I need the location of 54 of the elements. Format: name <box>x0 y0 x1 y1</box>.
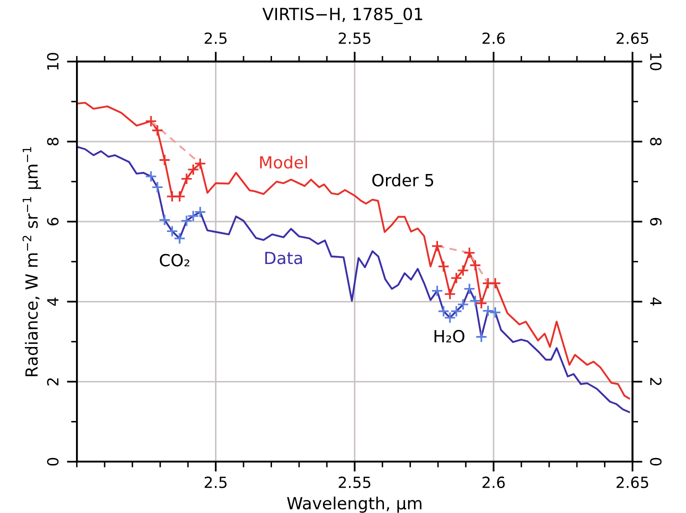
point <box>145 170 157 182</box>
y-tick-label: 10 <box>47 52 59 70</box>
y-tick-label: 0 <box>47 458 59 466</box>
point <box>166 225 178 238</box>
x-tick-label: 2.55 <box>338 476 370 488</box>
y2-tick-label: 0 <box>650 458 662 466</box>
point <box>180 172 193 185</box>
annotation: Order 5 <box>372 174 434 186</box>
y2-tick-label: 4 <box>650 298 662 306</box>
series-label: Data <box>265 252 302 264</box>
point <box>444 288 456 300</box>
y2-tick-label: 8 <box>650 138 662 146</box>
annotation: H₂O <box>434 330 464 342</box>
x2-tick-label: 2.55 <box>338 32 370 44</box>
point <box>174 232 186 244</box>
point <box>469 294 482 307</box>
y2-tick-label: 2 <box>650 378 662 385</box>
x-tick-label: 2.65 <box>616 476 648 488</box>
point <box>151 124 164 136</box>
y2-tick-label: 6 <box>650 218 662 226</box>
y-axis-title: Radiance, W m$^{−2}$ sr$^{−1}$ μm$^{−1}$ <box>22 147 42 376</box>
x-tick-label: 2.5 <box>204 476 227 488</box>
point <box>431 284 444 297</box>
point <box>469 259 482 272</box>
point <box>475 330 488 343</box>
y-tick-label: 8 <box>47 138 59 146</box>
point <box>463 246 476 259</box>
line-series <box>76 102 630 400</box>
x2-tick-label: 2.65 <box>616 32 648 44</box>
point <box>489 306 502 318</box>
point <box>438 260 450 272</box>
series-label: Model <box>260 156 307 169</box>
point <box>174 190 186 202</box>
line-series <box>76 146 630 413</box>
x-axis-title: Wavelength, μm <box>287 496 422 513</box>
x2-tick-label: 2.6 <box>482 32 505 44</box>
point <box>151 181 164 194</box>
point <box>438 305 450 318</box>
point <box>431 240 444 252</box>
y-tick-label: 4 <box>47 298 58 306</box>
x-tick-label: 2.6 <box>482 476 505 488</box>
y2-tick-label: 10 <box>650 54 662 70</box>
x2-tick-label: 2.5 <box>204 32 227 44</box>
annotation: CO₂ <box>160 254 190 266</box>
point <box>158 154 171 166</box>
point <box>145 115 157 128</box>
point <box>489 277 502 290</box>
point <box>482 304 494 317</box>
point <box>463 282 476 295</box>
chart-title: VIRTIS−H, 1785_01 <box>262 8 422 24</box>
point <box>158 214 171 226</box>
point <box>475 297 488 310</box>
y-tick-label: 6 <box>47 218 59 226</box>
y-tick-label: 2 <box>47 378 58 386</box>
